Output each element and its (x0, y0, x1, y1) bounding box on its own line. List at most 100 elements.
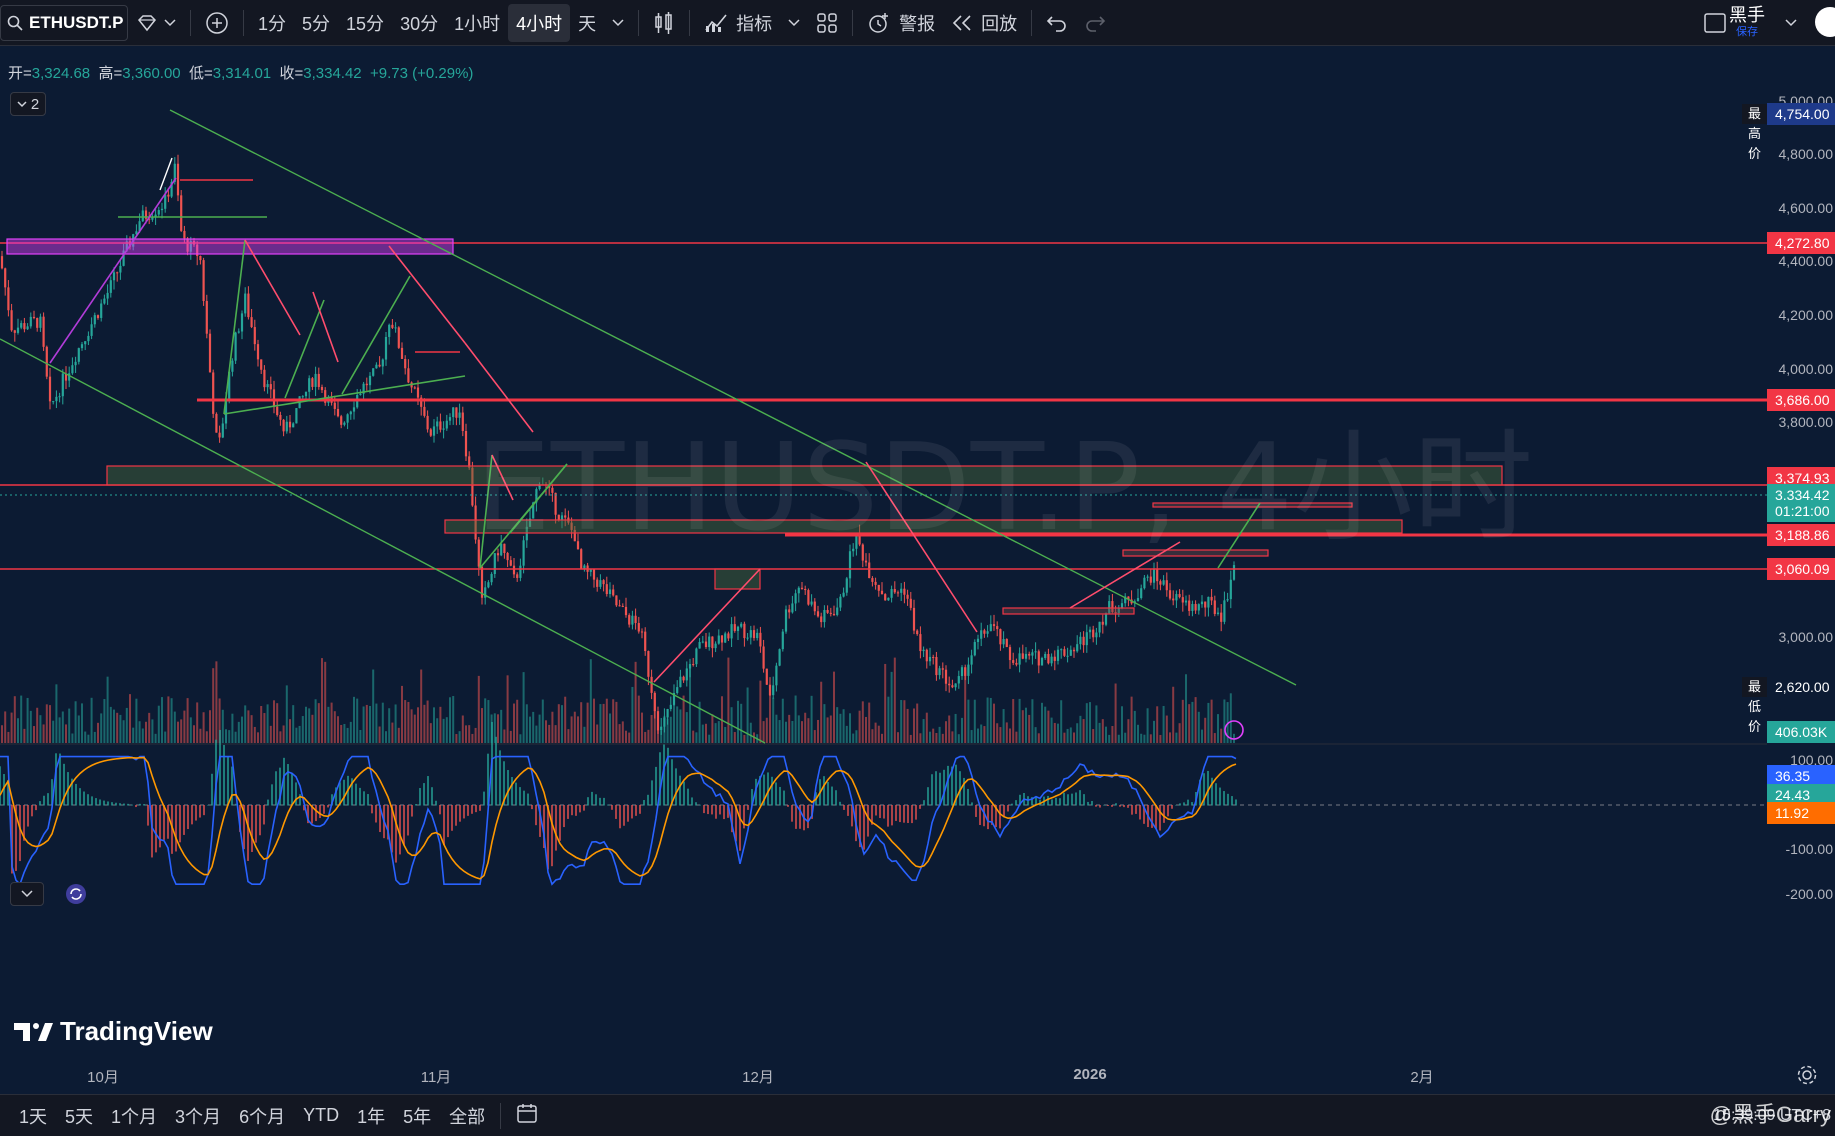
volume-bar (647, 729, 650, 743)
indicators-button[interactable]: 指标 (696, 4, 780, 42)
volume-bar (932, 728, 935, 743)
histogram-bar (887, 805, 889, 827)
interval-30m[interactable]: 30分 (400, 13, 439, 34)
legend-collapse-button[interactable]: 2 (10, 92, 46, 116)
range-1d[interactable]: 1天 (19, 1106, 48, 1127)
chart-type-button[interactable] (645, 4, 683, 42)
volume-bar (61, 711, 64, 743)
candle-body (13, 330, 16, 333)
candle-body (384, 336, 388, 360)
range-1m[interactable]: 1个月 (111, 1106, 158, 1127)
volume-bar (564, 696, 567, 743)
histogram-bar (1123, 805, 1125, 808)
histogram-bar (1067, 794, 1069, 806)
candle-body (1114, 612, 1117, 614)
symbol-search[interactable]: ETHUSDT.P (0, 4, 128, 41)
candle-body (0, 256, 4, 269)
candle-body (1053, 656, 1056, 661)
time-axis[interactable]: 10月 11月 12月 2026 2月 (0, 1058, 1767, 1094)
histogram-bar (371, 805, 373, 814)
volume-bar (589, 659, 592, 743)
templates-button[interactable] (808, 4, 846, 42)
volume-bar (727, 657, 730, 743)
layout-button[interactable] (1695, 4, 1735, 42)
volume-bar (682, 695, 685, 743)
interval-5m[interactable]: 5分 (302, 13, 331, 34)
interval-4h[interactable]: 4小时 (508, 3, 571, 42)
volume-bar (916, 703, 919, 743)
interval-1d[interactable]: 天 (578, 13, 597, 34)
candle-body (135, 231, 138, 235)
volume-bar (890, 671, 893, 743)
symbol-type-dropdown[interactable] (128, 4, 184, 42)
histogram-bar (1099, 805, 1101, 808)
replay-button[interactable]: 回放 (943, 4, 1025, 42)
range-1y[interactable]: 1年 (357, 1106, 386, 1127)
histogram-bar (95, 798, 97, 806)
settings-gear-button[interactable] (1796, 1064, 1818, 1091)
candle-body (1168, 590, 1172, 599)
histogram-bar (307, 805, 309, 824)
interval-dropdown[interactable] (604, 4, 632, 42)
save-layout-button[interactable]: 黑手 保存 (1729, 6, 1765, 38)
user-avatar[interactable] (1815, 7, 1835, 37)
alert-button[interactable]: 警报 (859, 4, 943, 42)
candle-body (365, 383, 368, 386)
volume-bar (193, 725, 195, 743)
candle-body (647, 651, 650, 677)
indicators-dropdown[interactable] (780, 4, 808, 42)
candle-body (832, 613, 836, 615)
volume-bar (778, 720, 781, 743)
range-all[interactable]: 全部 (449, 1106, 486, 1127)
histogram-bar (447, 805, 449, 838)
volume-bar (919, 733, 922, 743)
indicator-refresh-button[interactable] (64, 882, 88, 911)
interval-1m[interactable]: 1分 (258, 13, 287, 34)
candle-body (797, 587, 800, 594)
goto-date-button[interactable] (507, 1102, 549, 1129)
histogram-bar (463, 805, 465, 819)
histogram-bar (351, 778, 353, 806)
volume-bar (1194, 697, 1197, 743)
histogram-bar (595, 794, 597, 806)
range-3m[interactable]: 3个月 (175, 1106, 222, 1127)
volume-bar (173, 711, 176, 743)
volume-bar (45, 704, 48, 743)
candle-body (640, 631, 644, 633)
candle-body (634, 615, 637, 624)
volume-bar (954, 713, 957, 743)
candle-body (160, 208, 164, 211)
volume-bar (1076, 723, 1079, 743)
histogram-bar (331, 794, 333, 806)
candle-body (592, 569, 596, 580)
price-chart[interactable] (0, 46, 1767, 1058)
candle-body (564, 515, 567, 518)
undo-button[interactable] (1038, 4, 1076, 42)
supply-zone-top (6, 238, 454, 255)
interval-15m[interactable]: 15分 (346, 13, 385, 34)
clock-display[interactable]: 15:39:09 UTC+8 (1713, 1107, 1831, 1124)
range-ytd[interactable]: YTD (303, 1105, 340, 1125)
volume-bar (676, 706, 679, 743)
range-5d[interactable]: 5天 (65, 1106, 94, 1127)
candle-body (10, 310, 13, 331)
histogram-bar (599, 797, 601, 806)
histogram-bar (975, 805, 977, 817)
range-6m[interactable]: 6个月 (239, 1106, 286, 1127)
volume-bar (909, 734, 912, 743)
volume-bar (1053, 722, 1056, 743)
interval-1h[interactable]: 1小时 (454, 13, 501, 34)
candle-body (100, 303, 103, 318)
compare-add-button[interactable] (197, 4, 237, 42)
candle-body (983, 630, 986, 634)
save-dropdown[interactable] (1777, 4, 1805, 42)
volume-bar (1156, 706, 1159, 743)
candle-body (58, 396, 61, 398)
range-5y[interactable]: 5年 (403, 1106, 432, 1127)
indicator-collapse-button[interactable] (10, 882, 44, 906)
candle-body (884, 594, 887, 601)
candle-body (535, 489, 538, 503)
price-scale[interactable]: 5,000.00 4,800.00 4,600.00 4,400.00 4,200.00… (1741, 46, 1835, 1096)
volume-bar (343, 723, 346, 743)
redo-button[interactable] (1076, 4, 1114, 42)
